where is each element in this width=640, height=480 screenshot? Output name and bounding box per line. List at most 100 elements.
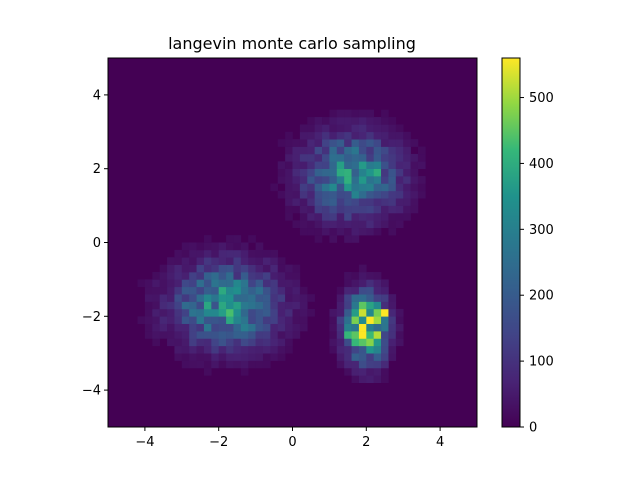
heatmap-cell	[277, 161, 286, 169]
heatmap-cell	[299, 190, 308, 199]
heatmap-cell	[314, 205, 323, 214]
heatmap-cell	[167, 279, 175, 288]
heatmap-cell	[329, 331, 338, 339]
heatmap-cell	[240, 323, 249, 332]
heatmap-cell	[226, 323, 234, 332]
heatmap-cell	[417, 161, 426, 169]
heatmap-cell	[181, 338, 190, 347]
heatmap-cell	[174, 279, 183, 288]
heatmap-cell	[285, 286, 293, 295]
heatmap-cell	[233, 235, 242, 243]
heatmap-cell	[233, 338, 242, 347]
heatmap-cell	[262, 294, 271, 302]
heatmap-cell	[373, 367, 382, 376]
heatmap-cell	[270, 353, 279, 361]
heatmap-cell	[218, 316, 227, 324]
heatmap-cell	[174, 272, 183, 280]
heatmap-cell	[285, 345, 293, 354]
heatmap-cell	[203, 279, 212, 288]
heatmap-cell	[226, 286, 234, 295]
heatmap-cell	[240, 345, 249, 354]
heatmap-cell	[196, 286, 205, 295]
heatmap-cell	[174, 264, 183, 273]
heatmap-cell	[403, 198, 411, 206]
heatmap-cell	[270, 301, 279, 310]
heatmap-cell	[314, 153, 323, 162]
heatmap-cell	[388, 294, 397, 302]
heatmap-cell	[233, 331, 242, 339]
x-tick-label: 4	[436, 435, 444, 450]
heatmap-cell	[262, 308, 271, 317]
heatmap-cell	[329, 117, 338, 125]
heatmap-cell	[344, 294, 352, 302]
heatmap-cell	[322, 124, 330, 133]
heatmap-cell	[233, 308, 242, 317]
heatmap-cell	[336, 220, 345, 229]
heatmap-cell	[358, 109, 367, 118]
heatmap-cell	[395, 153, 404, 162]
heatmap-cell	[366, 272, 374, 280]
heatmap-cell	[159, 286, 168, 295]
heatmap-cell	[344, 161, 352, 169]
heatmap-cell	[329, 183, 338, 192]
heatmap-cell	[277, 338, 286, 347]
heatmap-cell	[270, 338, 279, 347]
heatmap-cell	[381, 360, 389, 369]
heatmap-cell	[226, 279, 234, 288]
heatmap-cell	[203, 286, 212, 295]
heatmap-cell	[358, 279, 367, 288]
heatmap-cell	[167, 294, 175, 302]
heatmap-cell	[366, 198, 374, 206]
heatmap-cell	[388, 168, 397, 177]
heatmap-cell	[299, 183, 308, 192]
heatmap-cell	[277, 190, 286, 199]
heatmap-cell	[336, 212, 345, 221]
heatmap-cell	[410, 139, 419, 147]
heatmap-cell	[277, 257, 286, 265]
heatmap-cell	[292, 190, 301, 199]
heatmap-cell	[203, 257, 212, 265]
heatmap-cell	[366, 161, 374, 169]
heatmap-cell	[211, 308, 219, 317]
heatmap-cell	[292, 294, 301, 302]
heatmap-cell	[358, 131, 367, 140]
heatmap-cell	[373, 345, 382, 354]
heatmap-cell	[403, 190, 411, 199]
y-tick-label: −2	[82, 310, 101, 325]
heatmap-cell	[285, 176, 293, 184]
heatmap-cell	[351, 367, 360, 376]
heatmap-cell	[358, 272, 367, 280]
heatmap-cell	[388, 161, 397, 169]
heatmap-cell	[329, 338, 338, 347]
heatmap-cell	[351, 109, 360, 118]
heatmap-cell	[351, 124, 360, 133]
heatmap-cell	[285, 323, 293, 332]
heatmap-cell	[262, 331, 271, 339]
heatmap-cell	[307, 161, 315, 169]
heatmap-cell	[181, 308, 190, 317]
heatmap-cell	[144, 279, 153, 288]
heatmap-cell	[218, 249, 227, 258]
heatmap-cell	[395, 183, 404, 192]
heatmap-cell	[358, 301, 367, 310]
heatmap-cell	[292, 286, 301, 295]
heatmap-cell	[373, 183, 382, 192]
heatmap-cell	[351, 183, 360, 192]
heatmap-cell	[196, 353, 205, 361]
heatmap-cell	[144, 286, 153, 295]
heatmap-cell	[277, 308, 286, 317]
heatmap-cell	[270, 249, 279, 258]
heatmap-cell	[329, 220, 338, 229]
heatmap-cell	[381, 146, 389, 155]
heatmap-cell	[388, 316, 397, 324]
heatmap-cell	[203, 242, 212, 251]
heatmap-cell	[366, 205, 374, 214]
y-tick-label: 4	[93, 88, 101, 103]
heatmap-cell	[299, 301, 308, 310]
heatmap-cell	[203, 353, 212, 361]
heatmap-cell	[203, 338, 212, 347]
heatmap-cell	[351, 153, 360, 162]
heatmap-cell	[196, 249, 205, 258]
heatmap-cell	[388, 338, 397, 347]
heatmap-cell	[344, 279, 352, 288]
